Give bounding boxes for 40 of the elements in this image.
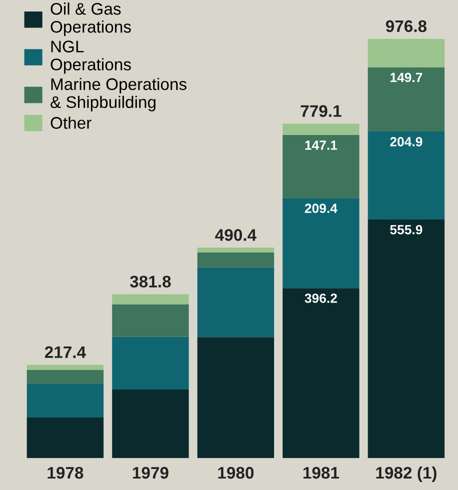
legend-label: Oil & Gas Operations xyxy=(50,2,131,36)
total-label: 779.1 xyxy=(300,105,342,117)
legend-label: Marine Operations & Shipbuilding xyxy=(50,78,186,112)
bar xyxy=(26,384,104,418)
x-tick-label: 1981 xyxy=(303,466,340,479)
bar xyxy=(26,417,104,458)
x-tick-label: 1982 (1) xyxy=(376,466,436,482)
x-tick-label: 1980 xyxy=(218,466,254,479)
legend-label: Other xyxy=(50,116,92,129)
bar xyxy=(368,67,445,132)
bar xyxy=(368,132,445,220)
bar xyxy=(282,288,360,458)
data-label: 396.2 xyxy=(304,294,337,303)
bar xyxy=(282,198,360,288)
bar xyxy=(112,390,189,458)
bar xyxy=(282,124,360,136)
total-label: 490.4 xyxy=(215,229,256,241)
x-tick-label: 1978 xyxy=(48,466,84,479)
bar xyxy=(26,370,104,384)
bar xyxy=(197,337,274,458)
bar xyxy=(368,220,445,458)
bar xyxy=(112,304,189,337)
data-label: 555.9 xyxy=(390,225,422,234)
x-tick-label: 1979 xyxy=(132,466,168,479)
bar xyxy=(368,38,445,68)
bar xyxy=(112,336,189,390)
bar xyxy=(282,135,360,198)
total-label: 381.8 xyxy=(130,276,171,288)
data-label: 149.7 xyxy=(390,72,422,82)
data-label: 209.4 xyxy=(304,204,338,214)
total-label: 976.8 xyxy=(386,20,427,32)
bar xyxy=(197,248,274,252)
legend-label: NGL Operations xyxy=(50,40,131,74)
bar xyxy=(197,267,274,338)
total-label: 217.4 xyxy=(44,346,86,358)
data-label: 147.1 xyxy=(305,140,338,150)
bar xyxy=(197,252,274,268)
bar xyxy=(26,364,104,370)
bar xyxy=(112,294,189,304)
data-label: 204.9 xyxy=(390,137,422,146)
